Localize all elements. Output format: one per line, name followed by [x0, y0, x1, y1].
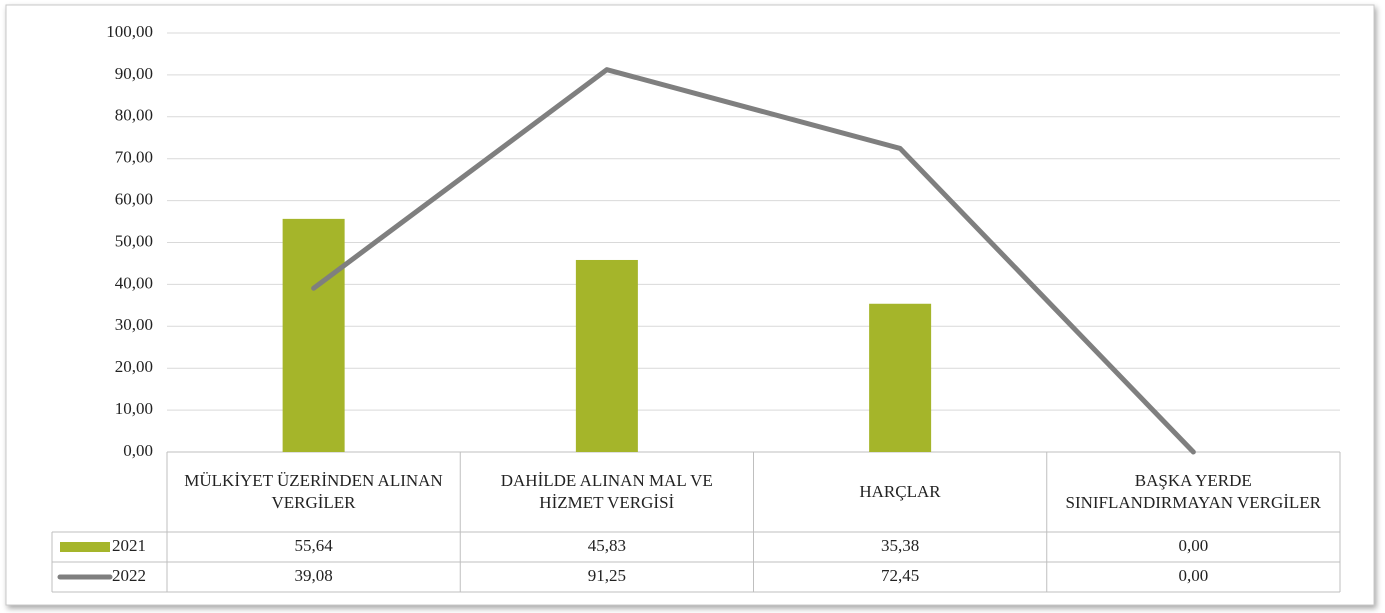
- legend-label: 2021: [112, 536, 146, 555]
- data-label: 45,83: [588, 536, 626, 555]
- legend-label: 2022: [112, 566, 146, 585]
- data-label: 91,25: [588, 566, 626, 585]
- bar: [575, 259, 638, 452]
- data-label: 39,08: [295, 566, 333, 585]
- x-tick-label: HARÇLAR: [859, 482, 941, 501]
- x-tick-label: MÜLKİYET ÜZERİNDEN ALINAN VERGİLER: [184, 471, 443, 512]
- bar: [869, 303, 932, 452]
- y-tick-label: 10,00: [115, 399, 153, 418]
- bar: [282, 218, 345, 452]
- y-tick-label: 30,00: [115, 315, 153, 334]
- y-tick-label: 100,00: [106, 22, 153, 41]
- line: [311, 67, 1196, 455]
- data-label: 55,64: [295, 536, 334, 555]
- y-tick-label: 0,00: [123, 441, 153, 460]
- data-label: 35,38: [881, 536, 919, 555]
- y-tick-label: 70,00: [115, 148, 153, 167]
- chart-frame: [5, 4, 1375, 606]
- y-tick-label: 40,00: [115, 273, 153, 292]
- x-tick-label: DAHİLDE ALINAN MAL VE HİZMET VERGİSİ: [500, 471, 713, 512]
- data-label: 0,00: [1179, 566, 1209, 585]
- y-tick-label: 50,00: [115, 231, 153, 250]
- data-label: 0,00: [1179, 536, 1209, 555]
- legend-swatch: [60, 542, 110, 552]
- data-label: 72,45: [881, 566, 919, 585]
- y-tick-label: 60,00: [115, 190, 153, 209]
- y-tick-label: 90,00: [115, 64, 153, 83]
- y-tick-label: 20,00: [115, 357, 153, 376]
- x-tick-label: BAŞKA YERDE SINIFLANDIRMAYAN VERGİLER: [1065, 471, 1322, 512]
- y-tick-label: 80,00: [115, 106, 153, 125]
